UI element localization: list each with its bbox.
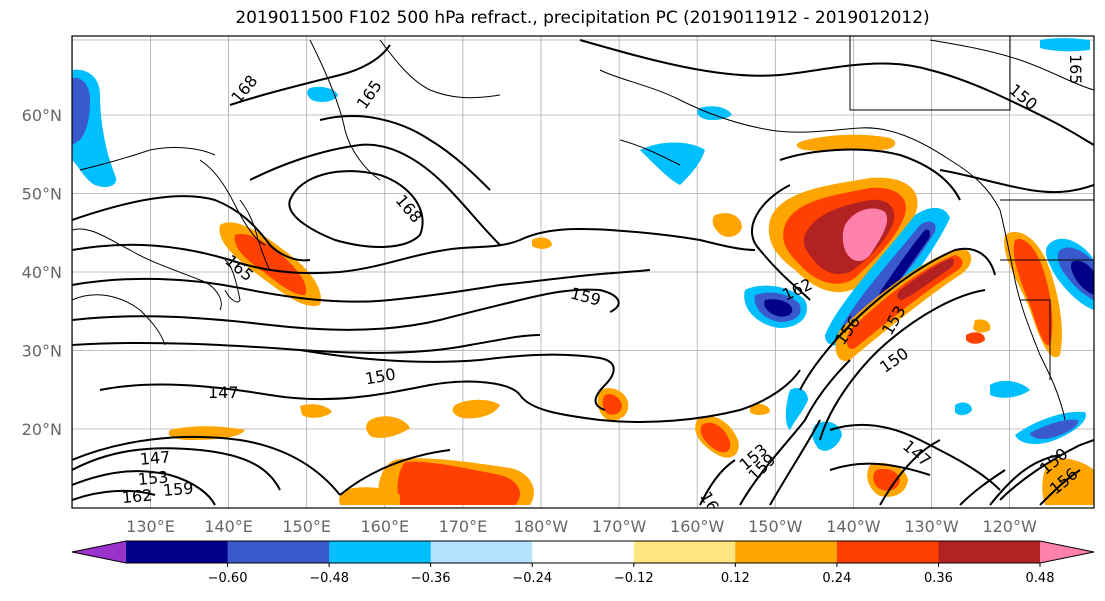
map-border xyxy=(71,35,1095,509)
longitude-label: 160°W xyxy=(670,517,725,536)
longitude-label: 130°W xyxy=(904,517,959,536)
colorbar-tick-label: −0.24 xyxy=(512,571,552,586)
longitude-label: 140°W xyxy=(826,517,881,536)
colorbar-segment xyxy=(430,541,533,563)
colorbar-segment xyxy=(329,541,432,563)
contour-lines xyxy=(72,39,1094,506)
colorbar-tick-label: −0.12 xyxy=(614,571,654,586)
colorbar-segment xyxy=(532,541,635,563)
longitude-label: 130°E xyxy=(126,517,175,536)
contour-label: 147 xyxy=(208,383,239,402)
colorbar-tick-label: −0.60 xyxy=(208,571,248,586)
colorbar-tick-label: 0.12 xyxy=(721,571,750,586)
longitude-label: 170°E xyxy=(439,517,488,536)
latitude-label: 50°N xyxy=(22,185,62,204)
colorbar-tick-label: 0.48 xyxy=(1026,571,1055,586)
colorbar-segment xyxy=(836,541,939,563)
colorbar-segment xyxy=(227,541,330,563)
latitude-labels: 60°N 50°N 40°N 30°N 20°N xyxy=(22,106,62,439)
latitude-label: 60°N xyxy=(22,106,62,125)
colorbar-segment xyxy=(735,541,838,563)
colorbar: −0.60 −0.48 −0.36 −0.24 −0.12 0.12 0.24 0.36 0.4… xyxy=(71,540,1095,586)
longitude-label: 140°E xyxy=(204,517,253,536)
latitude-label: 40°N xyxy=(22,263,62,282)
longitude-labels: 130°E 140°E 150°E 160°E 170°E 180°W 170°W 160°W… xyxy=(126,517,1037,536)
contour-label: 147 xyxy=(139,447,171,469)
contour-label: 162 xyxy=(121,486,153,508)
colorbar-min-extension xyxy=(72,541,126,563)
colorbar-max-extension xyxy=(1040,541,1094,563)
colorbar-tick-label: 0.24 xyxy=(822,571,851,586)
colorbar-tick-label: 0.36 xyxy=(924,571,953,586)
colorbar-segment xyxy=(938,541,1041,563)
colorbar-segment xyxy=(633,541,736,563)
colorbar-outline xyxy=(71,540,1095,564)
colorbar-segment xyxy=(126,541,229,563)
longitude-label: 120°W xyxy=(982,517,1037,536)
longitude-label: 150°E xyxy=(282,517,331,536)
coastlines xyxy=(72,36,1094,421)
longitude-label: 170°W xyxy=(592,517,647,536)
contour-label: 165 xyxy=(1066,54,1085,85)
longitude-label: 180°W xyxy=(514,517,569,536)
contour-label: 153 xyxy=(137,467,169,489)
latitude-label: 20°N xyxy=(22,420,62,439)
latitude-label: 30°N xyxy=(22,342,62,361)
colorbar-tick-label: −0.36 xyxy=(411,571,451,586)
colorbar-tick-label: −0.48 xyxy=(309,571,349,586)
longitude-label: 150°W xyxy=(748,517,803,536)
precip-shading xyxy=(72,38,1094,505)
map-title: 2019011500 F102 500 hPa refract., precip… xyxy=(235,8,930,28)
longitude-label: 160°E xyxy=(360,517,409,536)
contour-label: 159 xyxy=(162,478,194,500)
